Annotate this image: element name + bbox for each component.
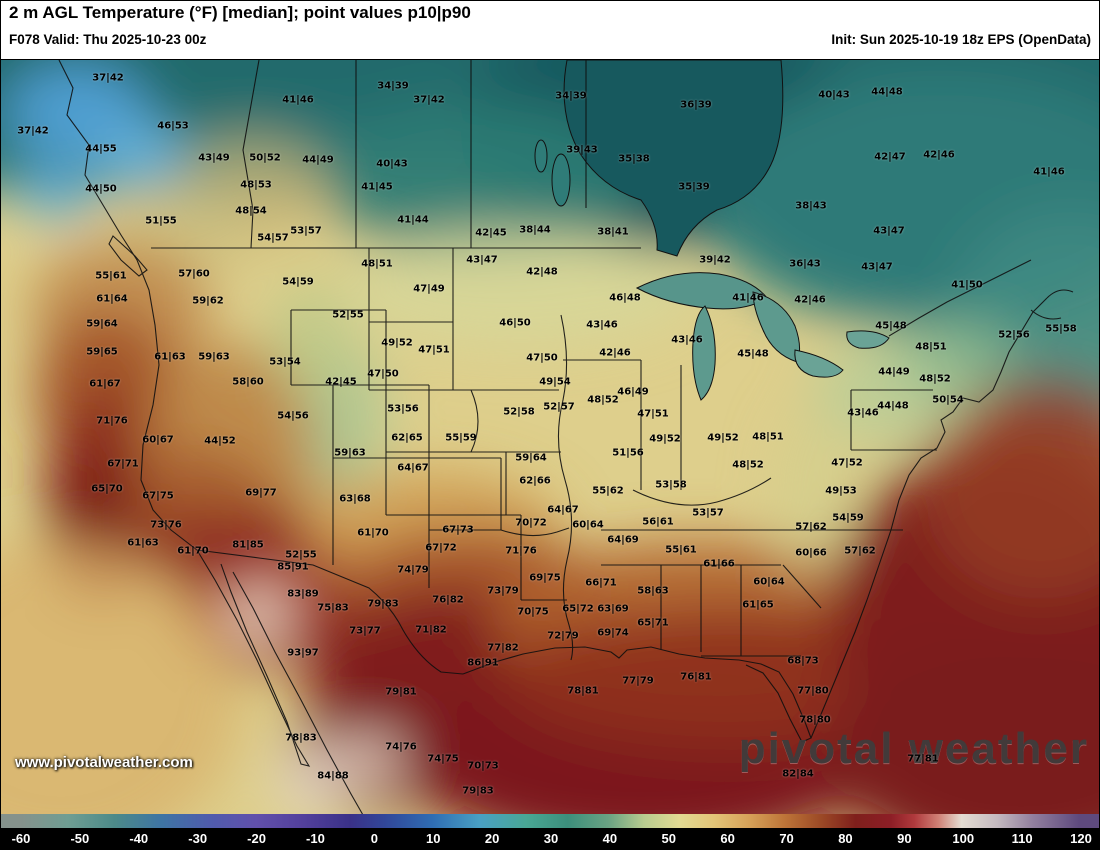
valid-time-label: F078 Valid: Thu 2025-10-23 00z (9, 32, 207, 47)
init-time-label: Init: Sun 2025-10-19 18z EPS (OpenData) (831, 32, 1091, 47)
colorbar-tick-label: -20 (247, 831, 266, 846)
map-borders (58, 60, 1074, 815)
colorbar-tick-label: 40 (602, 831, 618, 846)
colorbar-tick-label: 20 (484, 831, 500, 846)
colorbar-tick-label: -60 (11, 831, 31, 846)
title-bar: 2 m AGL Temperature (°F) [median]; point… (1, 1, 1099, 59)
colorbar-tick-label: 80 (838, 831, 853, 846)
colorbar-tick-label: -40 (129, 831, 149, 846)
colorbar-tick-label: 30 (543, 831, 559, 846)
pivotalweather-watermark: pivotal weather (738, 724, 1089, 773)
colorbar-tick-label: 50 (661, 831, 676, 846)
great-lakes (534, 139, 890, 401)
colorbar: -60 -50 -40 -30 -20 -10 0 10 20 30 40 50 60 70 80 90 100… (1, 814, 1099, 849)
colorbar-tick-row: -60 -50 -40 -30 -20 -10 0 10 20 30 40 50 60 70 80 90 100… (1, 828, 1099, 849)
colorbar-tick-label: 0 (370, 831, 378, 846)
colorbar-tick-label: 110 (1011, 831, 1033, 846)
colorbar-tick-label: 60 (720, 831, 735, 846)
colorbar-tick-label: 70 (779, 831, 794, 846)
colorbar-tick-label: 90 (897, 831, 912, 846)
colorbar-tick-label: -10 (306, 831, 325, 846)
colorbar-tick-label: 100 (952, 831, 975, 846)
colorbar-tick-label: 120 (1070, 831, 1092, 846)
colorbar-gradient (1, 814, 1099, 828)
website-url: www.pivotalweather.com (15, 754, 193, 771)
map-title: 2 m AGL Temperature (°F) [median]; point… (9, 3, 471, 22)
colorbar-tick-label: -30 (188, 831, 208, 846)
colorbar-tick-label: 10 (425, 831, 441, 846)
temperature-field-map (1, 60, 1099, 815)
colorbar-tick-label: -50 (70, 831, 90, 846)
map-area: www.pivotalweather.com pivotal weather (1, 59, 1099, 815)
hudson-bay (563, 60, 784, 257)
